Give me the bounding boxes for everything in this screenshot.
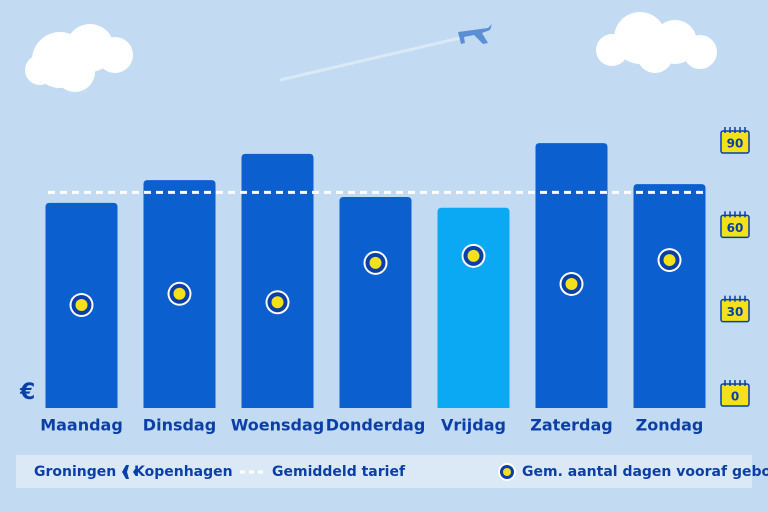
legend-dot-swatch-inner xyxy=(503,468,511,476)
cloud xyxy=(25,24,133,92)
dot xyxy=(173,287,186,300)
legend-origin: Groningen xyxy=(34,464,116,480)
dot xyxy=(167,281,192,306)
bar xyxy=(633,184,706,408)
x-tick-label: Zondag xyxy=(636,416,704,435)
x-tick-label: Vrijdag xyxy=(441,416,506,435)
y-axis-label: € xyxy=(19,380,35,405)
legend-average: Gemiddeld tarief xyxy=(272,464,406,480)
y2-tick-label: 0 xyxy=(731,390,739,404)
x-tick-label: Dinsdag xyxy=(143,416,216,435)
x-tick-label: Zaterdag xyxy=(530,416,613,435)
cloud xyxy=(596,12,717,73)
dot xyxy=(75,299,88,312)
dot xyxy=(461,243,486,268)
legend xyxy=(16,455,752,488)
dot xyxy=(559,271,584,296)
y2-tick-label: 30 xyxy=(727,305,744,319)
dot xyxy=(69,293,94,318)
bar xyxy=(339,197,412,408)
dot xyxy=(363,250,388,275)
x-tick-label: Maandag xyxy=(40,416,123,435)
plot: Maandag Dinsdag Woensdag Donderdag Vrijdag Za… xyxy=(40,127,750,435)
x-tick-label: Woensdag xyxy=(231,416,325,435)
legend-dots: Gem. aantal dagen vooraf geboekt xyxy=(522,464,768,480)
y2-tick-label: 90 xyxy=(727,137,744,151)
dot xyxy=(657,248,682,273)
dot xyxy=(663,254,676,267)
dot xyxy=(369,256,382,269)
contrail xyxy=(279,36,461,82)
y2-tick-label: 60 xyxy=(727,221,744,235)
legend-plane xyxy=(108,465,137,479)
x-tick-label: Donderdag xyxy=(326,416,426,435)
dot xyxy=(565,277,578,290)
bar xyxy=(241,153,314,408)
bar xyxy=(437,207,510,408)
dot xyxy=(467,249,480,262)
dot xyxy=(271,296,284,309)
legend-destination: Kopenhagen xyxy=(134,464,233,480)
plane xyxy=(458,24,492,44)
dot xyxy=(265,290,290,315)
